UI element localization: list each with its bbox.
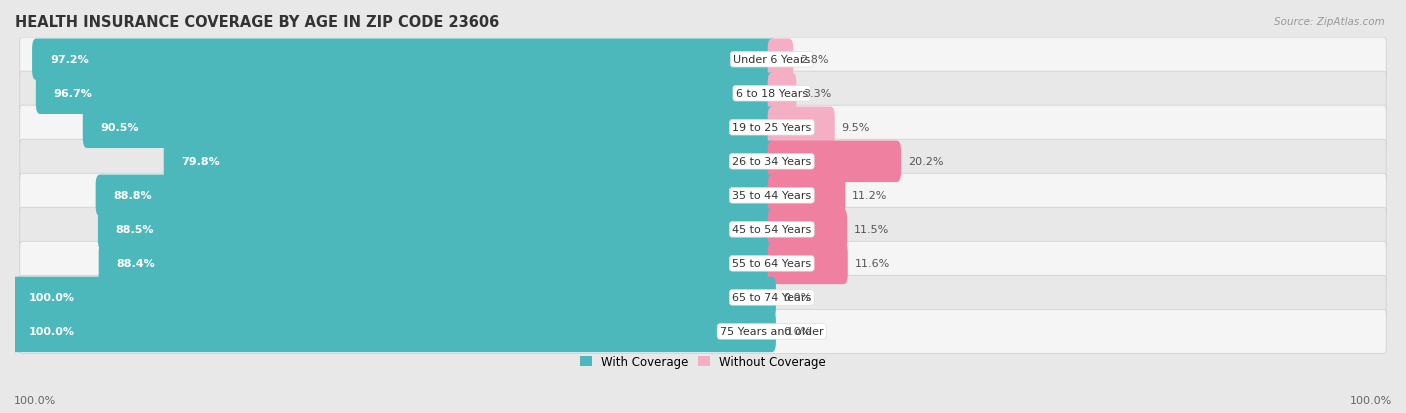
FancyBboxPatch shape [32,39,776,81]
FancyBboxPatch shape [11,277,776,318]
FancyBboxPatch shape [98,209,776,251]
Text: Under 6 Years: Under 6 Years [733,55,810,65]
Text: 88.4%: 88.4% [117,259,155,269]
FancyBboxPatch shape [11,311,776,352]
Text: 79.8%: 79.8% [181,157,221,167]
Text: 20.2%: 20.2% [908,157,943,167]
Text: 11.6%: 11.6% [855,259,890,269]
Text: 35 to 44 Years: 35 to 44 Years [733,191,811,201]
Text: 6 to 18 Years: 6 to 18 Years [735,89,808,99]
FancyBboxPatch shape [768,243,848,285]
Text: 75 Years and older: 75 Years and older [720,327,824,337]
Text: 3.3%: 3.3% [803,89,831,99]
Text: 26 to 34 Years: 26 to 34 Years [733,157,811,167]
Text: 11.5%: 11.5% [853,225,889,235]
FancyBboxPatch shape [83,107,776,149]
FancyBboxPatch shape [20,140,1386,184]
FancyBboxPatch shape [768,141,901,183]
Text: 11.2%: 11.2% [852,191,887,201]
Text: 55 to 64 Years: 55 to 64 Years [733,259,811,269]
Text: 2.8%: 2.8% [800,55,828,65]
Text: 100.0%: 100.0% [28,293,75,303]
FancyBboxPatch shape [768,39,793,81]
FancyBboxPatch shape [35,74,776,115]
FancyBboxPatch shape [20,208,1386,252]
Text: HEALTH INSURANCE COVERAGE BY AGE IN ZIP CODE 23606: HEALTH INSURANCE COVERAGE BY AGE IN ZIP … [15,15,499,30]
Text: 97.2%: 97.2% [51,55,89,65]
FancyBboxPatch shape [768,209,848,251]
Text: 19 to 25 Years: 19 to 25 Years [733,123,811,133]
Text: 9.5%: 9.5% [842,123,870,133]
Text: 65 to 74 Years: 65 to 74 Years [733,293,811,303]
Text: Source: ZipAtlas.com: Source: ZipAtlas.com [1274,17,1385,26]
Text: 45 to 54 Years: 45 to 54 Years [733,225,811,235]
FancyBboxPatch shape [20,106,1386,150]
Legend: With Coverage, Without Coverage: With Coverage, Without Coverage [575,351,831,373]
FancyBboxPatch shape [163,141,776,183]
FancyBboxPatch shape [20,38,1386,82]
FancyBboxPatch shape [768,107,835,149]
FancyBboxPatch shape [20,242,1386,286]
FancyBboxPatch shape [768,175,845,216]
Text: 88.8%: 88.8% [114,191,152,201]
FancyBboxPatch shape [20,72,1386,116]
Text: 96.7%: 96.7% [53,89,93,99]
FancyBboxPatch shape [98,243,776,285]
Text: 100.0%: 100.0% [28,327,75,337]
FancyBboxPatch shape [20,275,1386,320]
Text: 90.5%: 90.5% [101,123,139,133]
Text: 88.5%: 88.5% [115,225,155,235]
FancyBboxPatch shape [768,74,796,115]
FancyBboxPatch shape [20,310,1386,354]
FancyBboxPatch shape [20,174,1386,218]
Text: 0.0%: 0.0% [783,327,811,337]
FancyBboxPatch shape [96,175,776,216]
Text: 0.0%: 0.0% [783,293,811,303]
Text: 100.0%: 100.0% [14,395,56,405]
Text: 100.0%: 100.0% [1350,395,1392,405]
